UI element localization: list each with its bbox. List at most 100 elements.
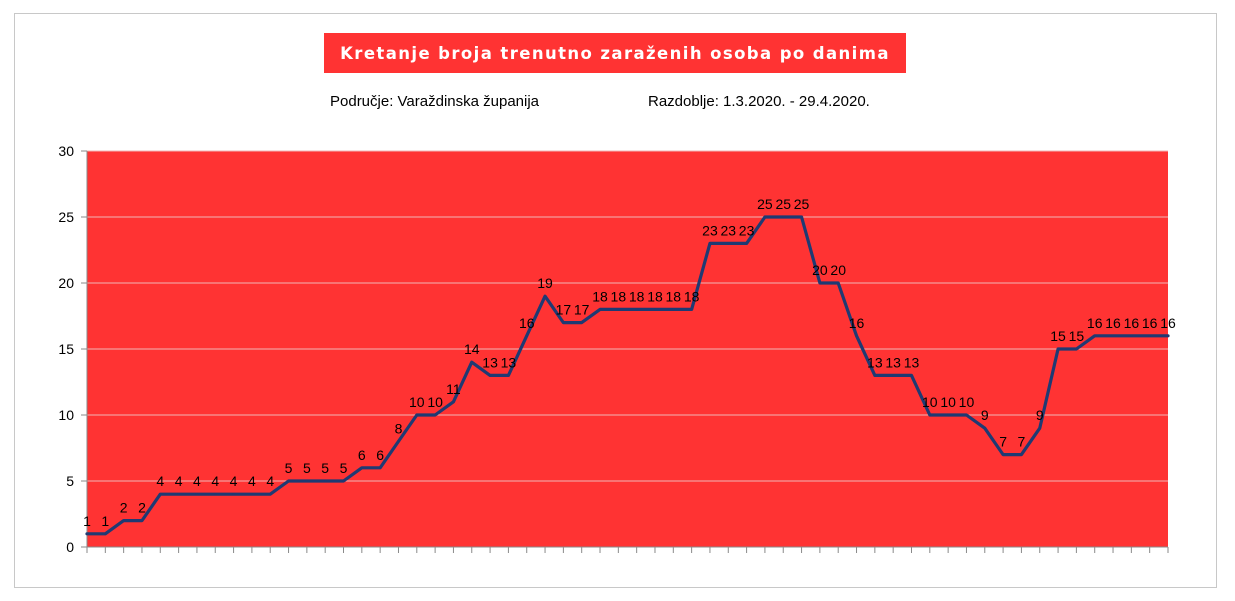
data-point xyxy=(818,281,822,285)
data-label: 16 xyxy=(1160,315,1176,331)
data-label: 10 xyxy=(940,394,956,410)
data-point xyxy=(104,532,107,535)
data-label: 18 xyxy=(647,288,663,304)
data-label: 10 xyxy=(959,394,975,410)
data-point xyxy=(745,242,748,245)
data-label: 25 xyxy=(775,196,791,212)
data-label: 18 xyxy=(684,288,700,304)
data-label: 25 xyxy=(794,196,810,212)
data-label: 1 xyxy=(83,513,91,529)
y-tick-label: 30 xyxy=(58,143,74,159)
data-point xyxy=(1130,334,1133,337)
data-point xyxy=(855,334,858,337)
data-point xyxy=(672,308,675,311)
data-label: 20 xyxy=(812,262,828,278)
data-point xyxy=(580,321,583,324)
data-point xyxy=(983,427,986,430)
data-label: 19 xyxy=(537,275,553,291)
data-point xyxy=(763,215,767,219)
data-label: 6 xyxy=(376,447,384,463)
data-label: 17 xyxy=(574,302,590,318)
data-label: 13 xyxy=(904,354,920,370)
data-point xyxy=(891,374,895,377)
data-label: 16 xyxy=(1142,315,1158,331)
data-label: 25 xyxy=(757,196,773,212)
data-label: 15 xyxy=(1050,328,1066,344)
y-tick-label: 25 xyxy=(58,209,74,225)
subtitle-area: Područje: Varaždinska županija xyxy=(330,93,540,110)
data-point xyxy=(965,413,968,417)
data-point xyxy=(378,466,382,469)
subtitle-period: Razdoblje: 1.3.2020. - 29.4.2020. xyxy=(648,93,870,110)
data-label: 5 xyxy=(285,460,293,476)
data-point xyxy=(1093,334,1096,337)
data-point xyxy=(873,374,877,377)
data-point xyxy=(195,493,199,496)
data-label: 14 xyxy=(464,341,480,357)
data-point xyxy=(1001,453,1005,456)
data-label: 4 xyxy=(230,473,238,489)
data-point xyxy=(946,413,950,417)
data-label: 4 xyxy=(248,473,256,489)
data-point xyxy=(433,413,437,417)
data-label: 23 xyxy=(739,222,755,238)
data-label: 13 xyxy=(482,354,498,370)
data-label: 2 xyxy=(120,500,128,516)
data-point xyxy=(598,308,602,311)
data-label: 9 xyxy=(981,407,989,423)
series-line xyxy=(85,215,1170,536)
data-label: 1 xyxy=(101,513,109,529)
data-label: 4 xyxy=(266,473,274,489)
data-label: 13 xyxy=(501,354,517,370)
data-point xyxy=(1111,334,1115,337)
data-point xyxy=(617,308,620,311)
data-point xyxy=(122,519,125,522)
y-tick-label: 5 xyxy=(66,473,74,489)
data-point xyxy=(250,493,254,496)
data-point xyxy=(1148,334,1151,337)
data-label: 23 xyxy=(720,222,736,238)
data-label: 4 xyxy=(156,473,164,489)
data-label: 8 xyxy=(395,420,403,436)
data-label: 5 xyxy=(303,460,311,476)
data-label: 4 xyxy=(211,473,219,489)
data-point xyxy=(525,334,528,337)
data-point xyxy=(837,281,840,285)
y-tick-label: 10 xyxy=(58,407,74,423)
data-point xyxy=(1056,347,1060,351)
data-point xyxy=(708,242,712,245)
data-point xyxy=(269,493,272,496)
data-label: 23 xyxy=(702,222,718,238)
data-point xyxy=(910,374,913,377)
data-label: 20 xyxy=(830,262,846,278)
data-label: 7 xyxy=(999,434,1007,450)
data-point xyxy=(85,532,89,535)
data-label: 16 xyxy=(519,315,535,331)
data-label: 5 xyxy=(321,460,329,476)
data-label: 18 xyxy=(629,288,645,304)
data-label: 9 xyxy=(1036,407,1044,423)
data-label: 4 xyxy=(175,473,183,489)
data-label: 10 xyxy=(427,394,443,410)
data-point xyxy=(562,321,565,324)
data-point xyxy=(727,242,730,245)
data-label: 2 xyxy=(138,500,146,516)
y-tick-label: 0 xyxy=(66,539,74,555)
data-point xyxy=(323,479,327,483)
data-point xyxy=(415,413,418,417)
data-point xyxy=(1166,334,1170,337)
data-label: 18 xyxy=(611,288,627,304)
data-label: 5 xyxy=(340,460,348,476)
data-point xyxy=(782,215,785,219)
data-point xyxy=(140,519,144,522)
data-label: 7 xyxy=(1018,434,1026,450)
data-label: 11 xyxy=(446,381,461,397)
data-point xyxy=(1020,453,1023,456)
data-label: 4 xyxy=(193,473,201,489)
data-label: 6 xyxy=(358,447,366,463)
data-point xyxy=(360,466,364,469)
data-point xyxy=(287,479,290,483)
data-point xyxy=(177,493,180,496)
data-point xyxy=(653,308,657,311)
data-point xyxy=(159,493,162,496)
